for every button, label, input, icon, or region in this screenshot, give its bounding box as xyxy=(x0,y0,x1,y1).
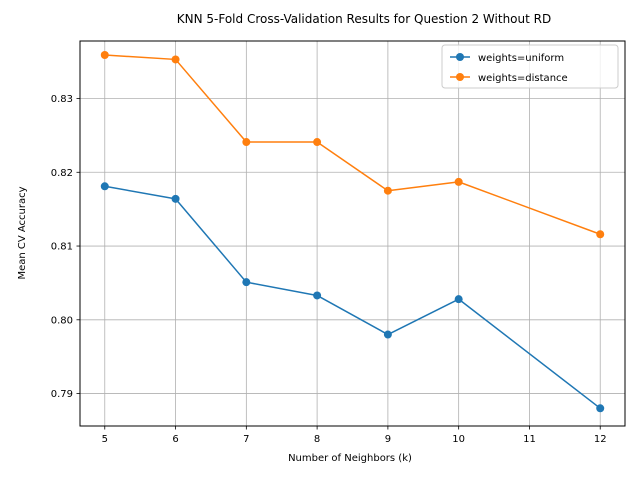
data-point xyxy=(383,186,392,195)
data-point xyxy=(100,182,109,191)
legend: weights=uniform weights=distance xyxy=(441,44,619,89)
x-tick-label: 6 xyxy=(172,434,178,445)
data-point xyxy=(242,138,251,147)
y-tick-label: 0.81 xyxy=(51,242,73,253)
x-axis-label: Number of Neighbors (k) xyxy=(288,453,412,464)
legend-marker xyxy=(456,73,464,81)
series-0 xyxy=(100,182,605,413)
data-point xyxy=(242,278,251,287)
data-point xyxy=(171,55,180,64)
grid xyxy=(80,41,625,426)
chart-title: KNN 5-Fold Cross-Validation Results for … xyxy=(177,12,551,26)
y-tick-label: 0.83 xyxy=(51,94,73,105)
data-point xyxy=(454,295,463,304)
legend-box xyxy=(441,44,619,89)
data-point xyxy=(454,177,463,186)
x-tick-label: 7 xyxy=(243,434,249,445)
data-point xyxy=(596,230,605,239)
data-point xyxy=(171,194,180,203)
plot-frame xyxy=(79,40,626,427)
legend-label: weights=uniform xyxy=(478,53,564,64)
data-point xyxy=(100,51,109,60)
legend-label: weights=distance xyxy=(478,73,568,84)
x-tick-label: 11 xyxy=(523,434,536,445)
ticks: 5 6 7 8 9 10 11 12 0.79 0.80 0.81 0.82 0.83 xyxy=(51,94,607,445)
x-tick-label: 12 xyxy=(594,434,607,445)
series-1 xyxy=(100,51,605,239)
y-tick-label: 0.80 xyxy=(51,315,73,326)
y-tick-label: 0.82 xyxy=(51,168,73,179)
y-tick-label: 0.79 xyxy=(51,389,73,400)
x-tick-label: 9 xyxy=(385,434,391,445)
x-tick-label: 8 xyxy=(314,434,320,445)
legend-marker xyxy=(456,53,464,61)
y-axis-label: Mean CV Accuracy xyxy=(17,186,28,279)
series-layer xyxy=(100,51,605,413)
data-point xyxy=(596,404,605,413)
x-tick-label: 10 xyxy=(452,434,465,445)
data-point xyxy=(313,138,322,147)
data-point xyxy=(313,291,322,300)
data-point xyxy=(383,330,392,339)
x-tick-label: 5 xyxy=(102,434,108,445)
